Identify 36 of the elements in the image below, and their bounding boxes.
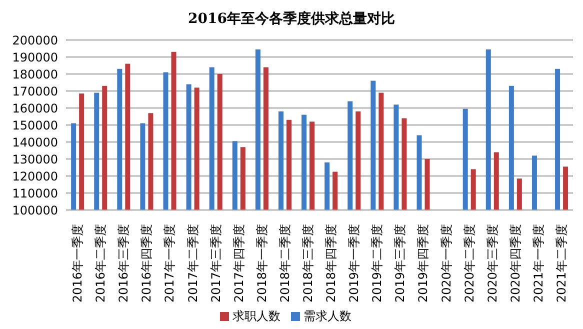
legend-label: 需求人数: [304, 309, 352, 323]
x-tick-label: 2020年一季度: [439, 224, 454, 303]
x-tick-label: 2018年一季度: [254, 224, 269, 303]
x-tick-label: 2017年二季度: [186, 224, 200, 303]
x-tick-label: 2016年一季度: [70, 224, 85, 303]
x-tick-label: 2016年二季度: [94, 224, 108, 303]
x-tick-label: 2017年一季度: [162, 224, 177, 303]
y-tick-label: 140000: [12, 135, 58, 150]
x-tick-label: 2016年四季度: [140, 224, 154, 303]
x-tick-label: 2021年一季度: [531, 224, 546, 303]
x-tick-label: 2020年二季度: [462, 224, 476, 303]
y-tick-label: 200000: [12, 33, 58, 48]
y-tick-label: 130000: [12, 152, 58, 166]
x-tick-label: 2017年三季度: [208, 224, 223, 303]
y-tick-label: 170000: [12, 84, 58, 98]
x-tick-label: 2019年四季度: [416, 224, 430, 303]
x-tick-label: 2016年三季度: [116, 224, 131, 303]
legend-label: 求职人数: [232, 309, 280, 323]
x-tick-label: 2020年三季度: [485, 224, 500, 303]
chart-title: 2016年至今各季度供求总量对比: [187, 10, 396, 29]
x-tick-label: 2018年三季度: [300, 224, 315, 303]
x-tick-label: 2018年四季度: [324, 224, 338, 303]
x-tick-label: 2017年四季度: [232, 224, 246, 303]
y-tick-label: 160000: [12, 101, 58, 116]
x-tick-label: 2019年一季度: [347, 224, 362, 303]
y-tick-label: 190000: [12, 50, 58, 64]
y-tick-label: 100000: [12, 203, 58, 218]
y-tick-label: 180000: [12, 67, 58, 82]
y-tick-label: 150000: [12, 118, 58, 132]
y-tick-label: 110000: [12, 186, 58, 200]
x-tick-label: 2019年三季度: [393, 224, 408, 303]
y-tick-label: 120000: [12, 169, 58, 184]
x-tick-label: 2021年二季度: [554, 224, 568, 303]
x-tick-label: 2019年二季度: [370, 224, 384, 303]
x-tick-label: 2018年二季度: [278, 224, 292, 303]
x-tick-label: 2020年四季度: [508, 224, 522, 303]
